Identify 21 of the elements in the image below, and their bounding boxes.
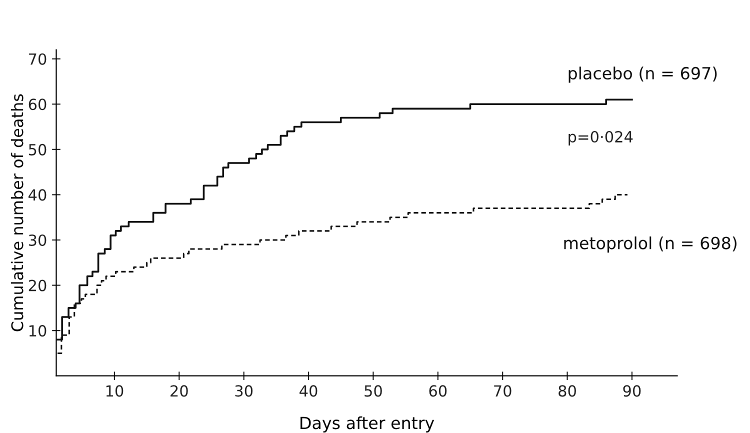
series-label: placebo (n = 697): [568, 66, 717, 83]
x-tick-label: 70: [494, 385, 512, 397]
annotation: p=0·024: [568, 130, 633, 146]
x-tick-label: 50: [364, 385, 382, 397]
y-tick-label: 10: [29, 325, 46, 337]
y-axis-title: Cumulative number of deaths: [10, 94, 24, 332]
x-tick-label: 90: [623, 385, 641, 397]
x-axis-title: Days after entry: [300, 416, 434, 432]
series-label: metoprolol (n = 698): [564, 236, 736, 253]
x-tick-label: 40: [300, 385, 318, 397]
y-tick-label: 30: [28, 234, 46, 246]
y-tick-label: 40: [28, 189, 46, 201]
y-tick-label: 70: [29, 53, 46, 65]
x-tick-label: 80: [558, 385, 576, 397]
x-tick-label: 10: [106, 385, 124, 397]
x-tick-label: 60: [429, 385, 447, 397]
x-tick-label: 30: [235, 385, 253, 397]
y-tick-label: 50: [28, 144, 46, 156]
y-tick-label: 20: [28, 280, 46, 292]
x-tick-label: 20: [170, 385, 188, 397]
y-tick-label: 60: [28, 98, 46, 110]
